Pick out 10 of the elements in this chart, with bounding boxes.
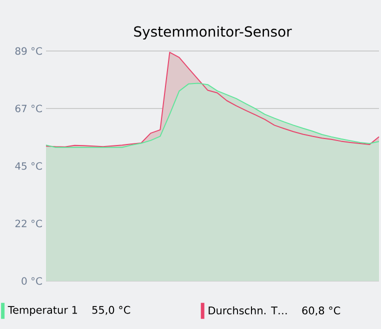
text: 55,0 °C <box>92 306 130 315</box>
y-tick-label: 67 °C <box>15 104 42 112</box>
y-tick-label: 89 °C <box>15 47 42 55</box>
y-tick-label: 45 °C <box>15 162 42 170</box>
legend-label: Durchschn. T… <box>208 306 287 314</box>
text: 60,8 °C <box>302 306 340 316</box>
y-tick-label: 22 °C <box>15 220 42 228</box>
chart-title: Systemmonitor-Sensor <box>134 26 292 40</box>
legend-label: Temperatur 1 <box>8 306 77 316</box>
y-tick-label: 0 °C <box>22 277 42 285</box>
